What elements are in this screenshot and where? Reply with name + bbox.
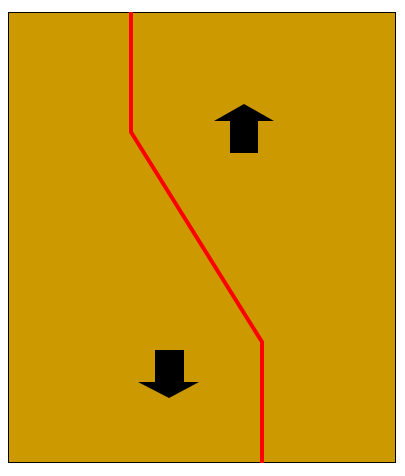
down-arrow-icon bbox=[138, 350, 199, 398]
up-arrow-icon bbox=[214, 104, 274, 153]
ground-panel bbox=[8, 12, 396, 463]
fault-line bbox=[129, 12, 264, 463]
